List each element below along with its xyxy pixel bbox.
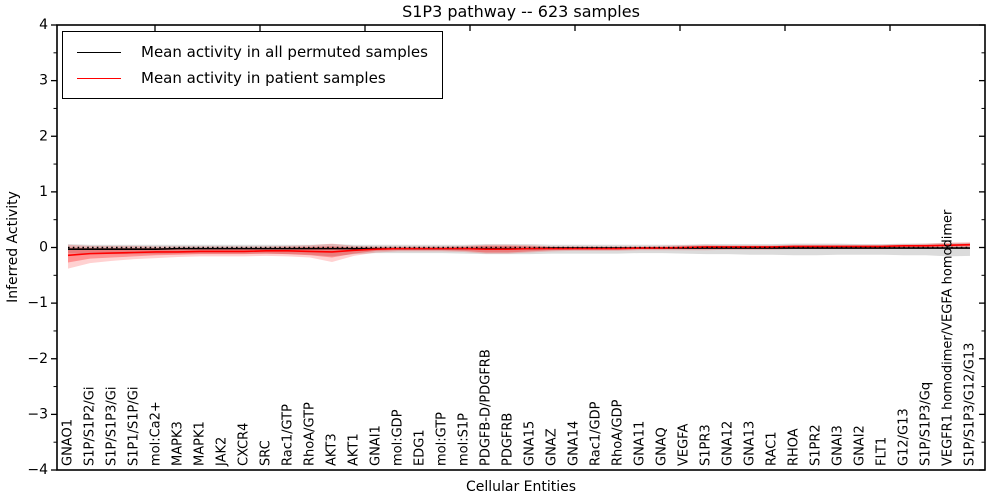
category-label: S1P1/S1P/Gi (127, 387, 142, 466)
category-label: Rac1/GTP (281, 404, 296, 466)
category-label: MAPK3 (171, 421, 186, 466)
category-label: PDGFB-D/PDGFRB (479, 349, 494, 466)
series-line-patient (67, 243, 971, 257)
category-label: EDG1 (413, 429, 428, 466)
category-label: RhoA/GTP (303, 402, 318, 466)
category-label: RHOA (787, 428, 802, 466)
y-axis-label: Inferred Activity (5, 191, 21, 303)
category-label: GNAZ (545, 428, 560, 466)
category-label: AKT1 (347, 433, 362, 466)
y-tick-label: −2 (27, 351, 48, 367)
category-label: GNAQ (655, 427, 670, 466)
category-label: S1PR2 (809, 424, 824, 466)
category-label: Rac1/GDP (589, 401, 604, 466)
category-label: GNA14 (567, 421, 582, 466)
category-label: SRC (259, 440, 274, 466)
category-label: GNA11 (633, 421, 648, 466)
category-label: GNAI1 (369, 425, 384, 466)
category-label: G12/G13 (897, 408, 912, 466)
legend-item-patient: Mean activity in patient samples (73, 65, 428, 91)
chart-title: S1P3 pathway -- 623 samples (402, 2, 640, 21)
category-label: mol:Ca2+ (149, 401, 164, 466)
category-label: VEGFR1 homodimer/VEGFA homodimer (941, 209, 956, 466)
legend-line-sample-permuted (77, 51, 121, 53)
y-tick-label: 3 (39, 73, 48, 89)
category-label: S1P/S1P2/Gi (83, 387, 98, 466)
y-tick-label: −1 (27, 295, 48, 311)
category-label: GNAI2 (853, 425, 868, 466)
category-label: GNA12 (721, 421, 736, 466)
category-label: VEGFA (677, 424, 692, 466)
category-label: GNAI3 (831, 425, 846, 466)
category-label: S1PR3 (699, 424, 714, 466)
category-label: GNAO1 (61, 419, 76, 466)
category-label: S1P/S1P3/Gi (105, 387, 120, 466)
y-tick-label: 0 (39, 240, 48, 256)
legend-label-patient: Mean activity in patient samples (141, 69, 386, 87)
category-label: FLT1 (875, 437, 890, 466)
category-label: RAC1 (765, 431, 780, 466)
category-label: mol:GDP (391, 409, 406, 466)
x-axis-label: Cellular Entities (465, 479, 577, 495)
category-label: GNA13 (743, 421, 758, 466)
category-label: mol:S1P (457, 413, 472, 466)
legend: Mean activity in all permuted samples Me… (62, 31, 443, 99)
y-tick-label: −3 (27, 406, 48, 422)
legend-line-sample-patient (77, 77, 121, 79)
category-label: MAPK1 (193, 421, 208, 466)
category-label: S1P/S1P3/Gq (919, 382, 934, 466)
legend-label-permuted: Mean activity in all permuted samples (141, 43, 428, 61)
category-label: RhoA/GDP (611, 399, 626, 466)
category-label: PDGFRB (501, 413, 516, 466)
y-tick-label: 2 (39, 128, 48, 144)
y-tick-label: −4 (27, 462, 48, 478)
category-label: mol:GTP (435, 412, 450, 466)
y-tick-label: 1 (39, 184, 48, 200)
category-label: S1P/S1P3/G12/G13 (963, 343, 978, 466)
legend-item-permuted: Mean activity in all permuted samples (73, 39, 428, 65)
category-label: GNA15 (523, 421, 538, 466)
y-tick-label: 4 (39, 17, 48, 33)
category-label: AKT3 (325, 433, 340, 466)
category-label: JAK2 (215, 437, 230, 467)
category-label: CXCR4 (237, 423, 252, 466)
